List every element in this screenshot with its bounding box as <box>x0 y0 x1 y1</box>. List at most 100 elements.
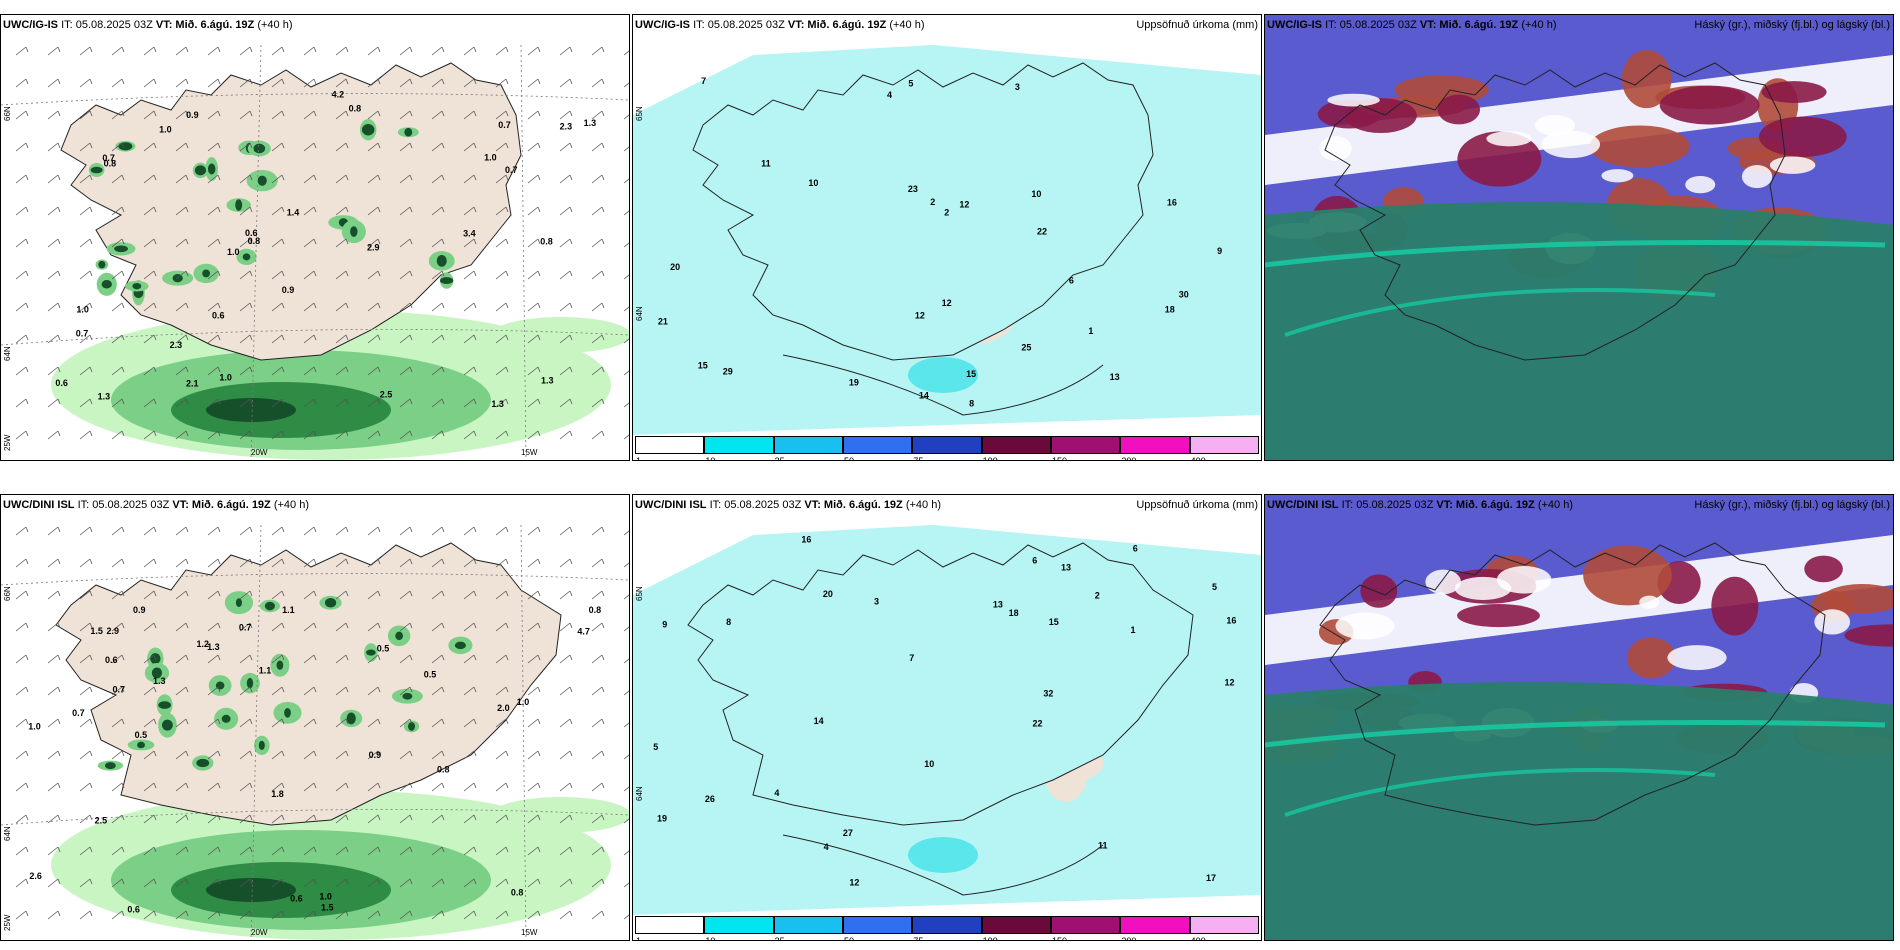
cloud-map <box>1265 15 1893 460</box>
precip-value-label: 0.7 <box>102 153 115 163</box>
precip-value-label: 1.0 <box>484 153 497 163</box>
init-time: IT: 05.08.2025 03Z <box>61 19 153 31</box>
precip-value-label: 0.9 <box>133 605 146 615</box>
panel-title: UWC/DINI ISL IT: 05.08.2025 03Z VT: Mið.… <box>3 499 309 511</box>
precip-value-label: 1.0 <box>219 372 232 382</box>
colorbar-label: 25 <box>774 456 785 461</box>
accum-value-label: 12 <box>959 200 969 210</box>
graticule <box>1 524 629 940</box>
accum-value-label: 13 <box>1061 562 1071 572</box>
colorbar-label: 10 <box>705 456 716 461</box>
accum-value-label: 27 <box>843 828 853 838</box>
precip-value-label: 1.3 <box>98 392 111 402</box>
precip-value-labels: 1.00.80.81.30.70.82.92.10.62.31.00.90.71… <box>55 89 596 409</box>
colorbar-label: 100 <box>982 936 998 941</box>
colorbar-segment <box>1189 436 1259 454</box>
precip-value-label: 0.7 <box>72 708 85 718</box>
cloud-map <box>1265 495 1893 940</box>
accum-value-label: 13 <box>1110 372 1120 382</box>
colorbar-segment <box>704 436 774 454</box>
colorbar-label: 200 <box>1121 936 1137 941</box>
precip-value-label: 1.0 <box>28 722 41 732</box>
colorbar-label: 400 <box>1190 936 1206 941</box>
precip-band <box>51 310 629 460</box>
colorbar-segment <box>1189 916 1259 934</box>
cloud-layers <box>1265 535 1893 940</box>
accum-value-label: 14 <box>814 716 824 726</box>
precip-value-label: 1.1 <box>259 666 272 676</box>
precip-value-label: 2.3 <box>560 122 573 132</box>
colorbar-label: 150 <box>1052 456 1068 461</box>
colorbar-segment <box>635 916 705 934</box>
init-time: IT: 05.08.2025 03Z <box>1341 499 1434 511</box>
colorbar-label: 1 <box>636 936 642 941</box>
coord-label: 20W <box>251 448 268 457</box>
precip-value-label: 1.0 <box>319 891 332 901</box>
colorbar: 1 10 25 50 75 100 150 200 400 <box>635 916 1259 940</box>
colorbar-label: 150 <box>1052 936 1068 941</box>
precip-value-label: 0.7 <box>113 684 126 694</box>
accum-value-label: 16 <box>1226 616 1236 626</box>
accum-value-label: 10 <box>1031 189 1041 199</box>
accum-value-label: 6 <box>1133 544 1138 554</box>
accum-value-label: 12 <box>1224 677 1234 687</box>
wind-barbs <box>15 526 629 920</box>
precip-value-label: 1.3 <box>207 642 220 652</box>
precip-value-label: 4.2 <box>332 89 345 99</box>
accum-value-label: 5 <box>653 742 658 752</box>
precip-value-label: 0.6 <box>55 378 68 388</box>
precip-value-label: 1.0 <box>76 304 89 314</box>
precip-value-label: 3.4 <box>463 229 476 239</box>
accum-value-label: 8 <box>726 617 731 627</box>
accum-value-label: 4 <box>824 842 829 852</box>
accum-value-label: 3 <box>874 596 879 606</box>
precip-value-label: 0.8 <box>511 887 524 897</box>
iceland-outline <box>1319 542 1826 826</box>
precip-value-label: 2.9 <box>107 626 120 636</box>
cloud-layers <box>1265 49 1893 460</box>
precip-value-label: 2.5 <box>380 389 393 399</box>
precip-value-labels: 1.5 0.6 2.6 1.0 0.8 1.3 0.5 0.6 1.8 2.9 0.5 4.7 1.1 0… <box>28 605 601 915</box>
accum-value-label: 21 <box>658 317 668 327</box>
accum-value-label: 7 <box>909 653 914 663</box>
precip-value-label: 0.8 <box>437 764 450 774</box>
colorbar-label: 10 <box>705 936 716 941</box>
lead-time: (+40 h) <box>905 499 942 511</box>
coord-label: 64N <box>635 306 644 321</box>
coord-label: 66N <box>3 106 12 121</box>
precip-value-label: 0.7 <box>505 165 518 175</box>
precip-value-label: 1.3 <box>153 676 166 686</box>
colorbar-label: 75 <box>913 936 924 941</box>
accum-value-label: 30 <box>1179 289 1189 299</box>
contour-line <box>782 354 1104 416</box>
accum-value-label: 13 <box>993 599 1003 609</box>
colorbar-segment <box>843 916 913 934</box>
iceland-outline <box>1324 62 1786 361</box>
accum-value-label: 10 <box>924 759 934 769</box>
panel-title: UWC/DINI ISL IT: 05.08.2025 03Z VT: Mið.… <box>635 499 941 511</box>
iceland-landmass <box>692 62 1154 361</box>
coord-label: 25W <box>3 434 12 451</box>
valid-time-label: VT: <box>1436 499 1453 511</box>
accum-map: 65N64N1346101613112017182226123227141552… <box>633 495 1261 940</box>
valid-time-label: VT: <box>804 499 821 511</box>
precip-map-panel: 66N 64N 25W 20W 15W 1.0 0.8 0.8 1.3 0.7 0.8 2.9 2.1 0… <box>0 14 630 461</box>
precip-value-label: 2.9 <box>367 243 380 253</box>
precip-value-label: 1.8 <box>271 789 284 799</box>
coord-label: 65N <box>635 106 644 121</box>
precip-map-panel: 66N 64N 25W 20W 15W 1.5 0.6 2.6 1.0 0.8 1.3 0.5 0.6 1… <box>0 494 630 941</box>
precip-value-label: 1.2 <box>196 639 209 649</box>
accum-value-label: 10 <box>808 178 818 188</box>
accum-value-label: 32 <box>1043 689 1053 699</box>
lead-time: (+40 h) <box>1521 19 1557 31</box>
colorbar-segment <box>843 436 913 454</box>
coord-label: 25W <box>3 914 12 931</box>
valid-time: Mið. 6.ágú. 19Z <box>823 499 903 511</box>
panel-subtitle: Uppsöfnuð úrkoma (mm) <box>1136 19 1258 31</box>
coord-label: 64N <box>3 346 12 361</box>
precip-value-label: 0.5 <box>424 670 437 680</box>
accum-value-label: 6 <box>1032 555 1037 565</box>
accum-value-label: 19 <box>657 814 667 824</box>
accum-value-label: 16 <box>801 535 811 545</box>
